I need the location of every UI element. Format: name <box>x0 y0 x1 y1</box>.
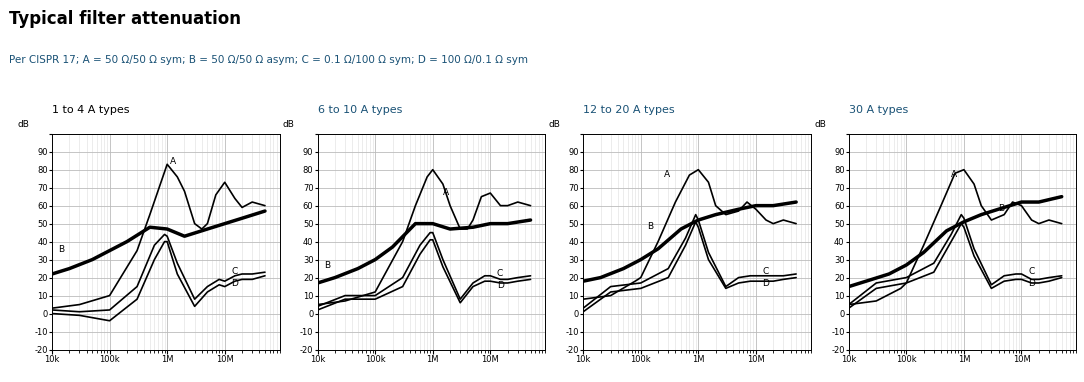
Text: 6 to 10 A types: 6 to 10 A types <box>318 105 402 115</box>
Text: dB: dB <box>283 120 295 129</box>
Text: D: D <box>1028 279 1035 288</box>
Text: B: B <box>647 222 654 231</box>
Text: dB: dB <box>549 120 560 129</box>
Text: D: D <box>231 279 238 288</box>
Text: 30 A types: 30 A types <box>849 105 908 115</box>
Text: C: C <box>496 269 503 278</box>
Text: C: C <box>762 267 769 276</box>
Text: A: A <box>663 170 670 179</box>
Text: dB: dB <box>814 120 826 129</box>
Text: B: B <box>59 245 65 254</box>
Text: Typical filter attenuation: Typical filter attenuation <box>9 10 241 28</box>
Text: C: C <box>1028 267 1034 276</box>
Text: 12 to 20 A types: 12 to 20 A types <box>583 105 675 115</box>
Text: A: A <box>169 157 176 166</box>
Text: C: C <box>231 267 237 276</box>
Text: Per CISPR 17; A = 50 Ω/50 Ω sym; B = 50 Ω/50 Ω asym; C = 0.1 Ω/100 Ω sym; D = 10: Per CISPR 17; A = 50 Ω/50 Ω sym; B = 50 … <box>9 55 528 65</box>
Text: dB: dB <box>17 120 29 129</box>
Text: B: B <box>324 261 331 270</box>
Text: D: D <box>762 279 770 288</box>
Text: B: B <box>998 204 1005 213</box>
Text: A: A <box>443 188 449 197</box>
Text: 1 to 4 A types: 1 to 4 A types <box>52 105 129 115</box>
Text: D: D <box>496 281 504 290</box>
Text: A: A <box>951 170 957 179</box>
